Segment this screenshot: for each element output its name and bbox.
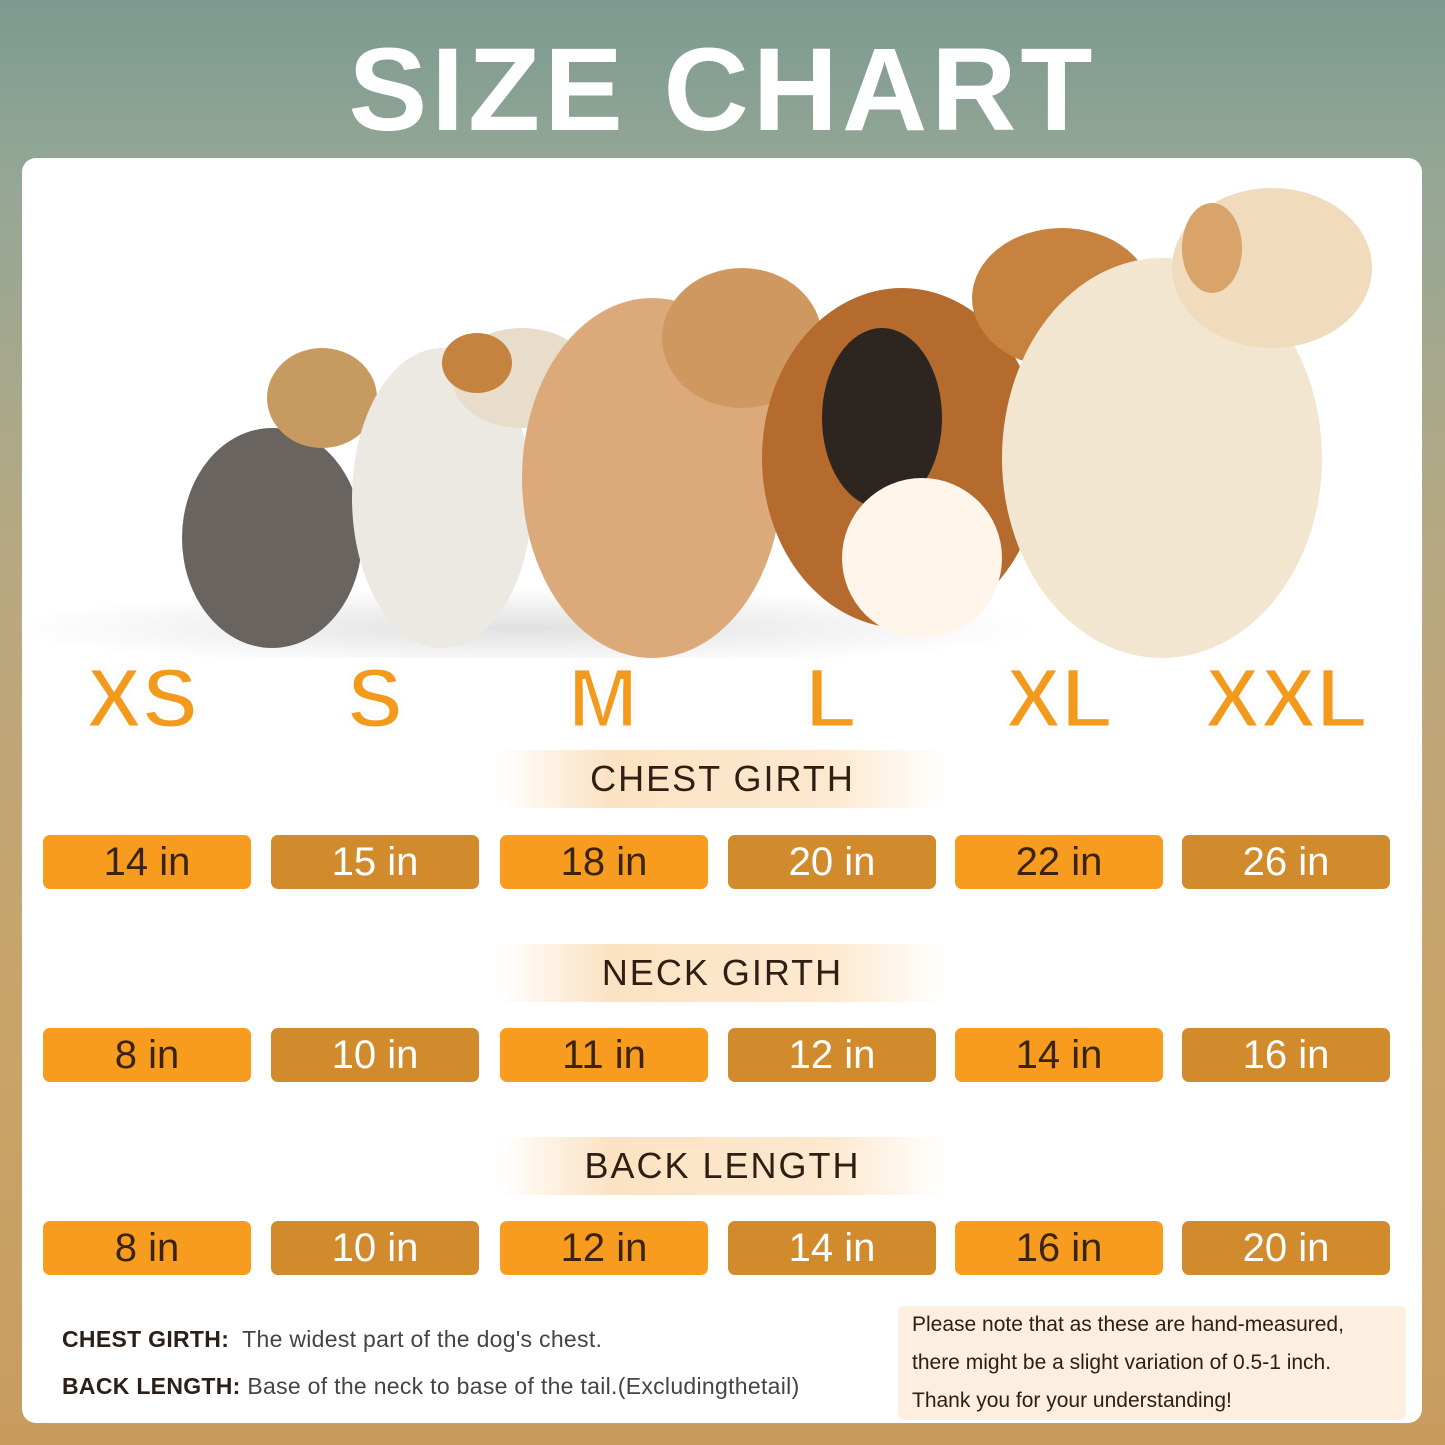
definition-back: BACK LENGTH: Base of the neck to base of… — [62, 1373, 800, 1400]
neck-girth-value-xxl: 16 in — [1182, 1028, 1390, 1082]
size-label-xxl: XXL — [1203, 651, 1369, 745]
chest-girth-value-xxl: 26 in — [1182, 835, 1390, 889]
note-line: Thank you for your understanding! — [912, 1389, 1232, 1412]
back-length-value-m: 12 in — [500, 1221, 708, 1275]
definition-back-text: Base of the neck to base of the tail.(Ex… — [247, 1373, 800, 1399]
neck-girth-value-xl: 14 in — [955, 1028, 1163, 1082]
back-length-value-xxl: 20 in — [1182, 1221, 1390, 1275]
size-label-l: L — [804, 651, 858, 745]
back-length-value-l: 14 in — [728, 1221, 936, 1275]
labrador-dog — [1002, 188, 1372, 658]
neck-girth-value-xs: 8 in — [43, 1028, 251, 1082]
back-length-value-xl: 16 in — [955, 1221, 1163, 1275]
neck-girth-value-l: 12 in — [728, 1028, 936, 1082]
back-length-value-xs: 8 in — [43, 1221, 251, 1275]
chest-girth-value-xl: 22 in — [955, 835, 1163, 889]
definitions: CHEST GIRTH: The widest part of the dog'… — [62, 1326, 800, 1420]
neck-girth-value-m: 11 in — [500, 1028, 708, 1082]
dogs-image — [22, 188, 1372, 658]
definition-chest-text: The widest part of the dog's chest. — [242, 1326, 603, 1352]
page-title: SIZE CHART — [348, 24, 1097, 156]
neck-girth-value-s: 10 in — [271, 1028, 479, 1082]
size-chart-card: XS S M L XL XXL CHEST GIRTH NECK GIRTH B… — [22, 158, 1422, 1423]
neck-girth-header: NECK GIRTH — [500, 944, 945, 1002]
chest-girth-value-l: 20 in — [728, 835, 936, 889]
definition-chest-term: CHEST GIRTH: — [62, 1326, 230, 1352]
chest-girth-value-xs: 14 in — [43, 835, 251, 889]
definition-chest: CHEST GIRTH: The widest part of the dog'… — [62, 1326, 800, 1353]
chest-girth-header: CHEST GIRTH — [500, 750, 945, 808]
note-line: there might be a slight variation of 0.5… — [912, 1351, 1332, 1374]
back-length-value-s: 10 in — [271, 1221, 479, 1275]
note-line: Please note that as these are hand-measu… — [912, 1313, 1344, 1336]
size-label-s: S — [345, 651, 404, 745]
chest-girth-value-m: 18 in — [500, 835, 708, 889]
back-length-header: BACK LENGTH — [500, 1137, 945, 1195]
chest-girth-value-s: 15 in — [271, 835, 479, 889]
measurement-note: Please note that as these are hand-measu… — [898, 1306, 1406, 1420]
size-label-m: M — [567, 651, 640, 745]
terrier-dog — [352, 328, 592, 648]
definition-back-term: BACK LENGTH: — [62, 1373, 241, 1399]
size-label-xl: XL — [1004, 651, 1114, 745]
yorkie-dog — [182, 348, 377, 648]
size-label-xs: XS — [84, 651, 199, 745]
